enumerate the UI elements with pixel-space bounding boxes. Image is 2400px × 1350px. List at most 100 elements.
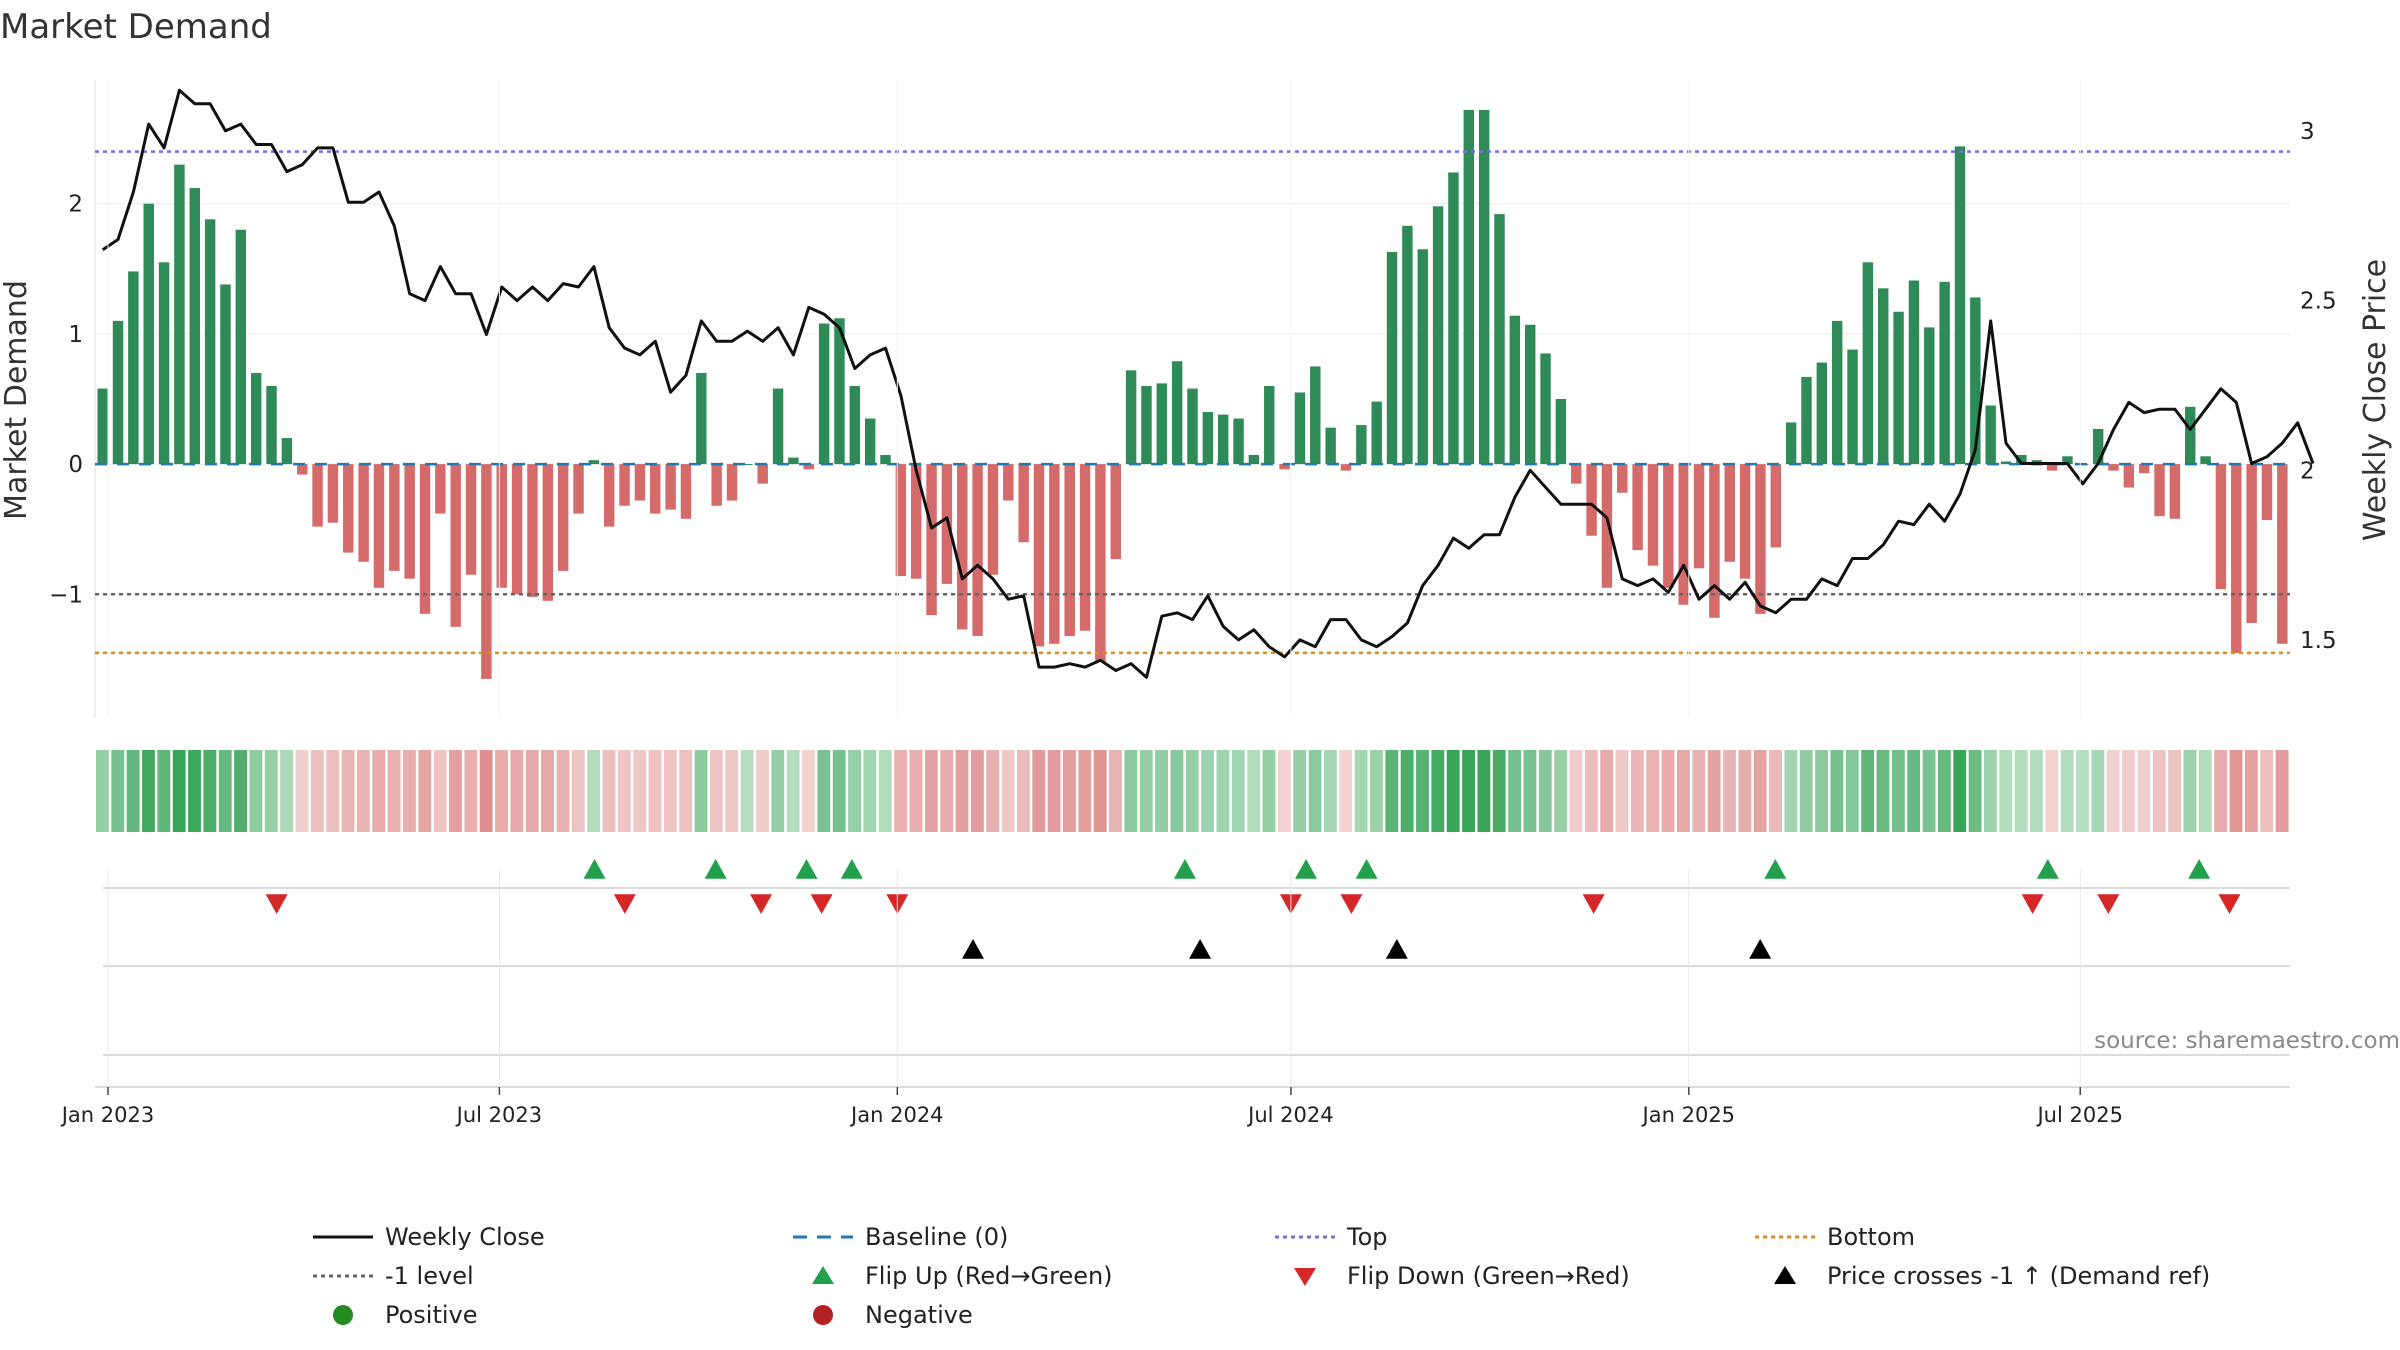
strip-cell <box>1093 750 1107 832</box>
demand-bar <box>1356 425 1367 465</box>
flip-up-marker <box>2036 859 2059 879</box>
flip-up-marker <box>1173 859 1196 879</box>
demand-bar <box>650 464 661 514</box>
strip-cell <box>786 750 800 832</box>
strip-cell <box>1677 750 1690 832</box>
demand-bar <box>1432 206 1444 465</box>
demand-bar <box>1494 214 1505 465</box>
strip-cell <box>1308 750 1322 832</box>
strip-cell <box>218 750 232 832</box>
demand-bar <box>2200 456 2211 465</box>
demand-bar <box>2277 464 2288 644</box>
demand-bar <box>1095 464 1106 663</box>
demand-bar <box>1125 370 1137 465</box>
strip-cell <box>1723 750 1736 832</box>
strip-cell <box>1124 750 1138 832</box>
demand-bar <box>143 203 154 465</box>
strip-cell <box>1799 750 1813 832</box>
strip-cell <box>602 750 616 832</box>
strip-cell <box>2060 750 2074 832</box>
x-tick-label: Jul 2024 <box>1246 1103 1333 1127</box>
strip-cell <box>1861 750 1875 832</box>
strip-cell <box>679 750 693 832</box>
flip-down-marker <box>2218 894 2241 914</box>
flip-down-marker <box>810 894 833 914</box>
demand-bar <box>772 388 784 465</box>
strip-cell <box>2014 750 2028 832</box>
demand-bar <box>2062 456 2073 465</box>
strip-cell <box>817 750 831 832</box>
demand-bar <box>2016 454 2027 465</box>
demand-bar <box>1601 464 1613 588</box>
demand-bar <box>1264 385 1275 465</box>
strip-cell <box>863 750 877 832</box>
strip-cell <box>1462 750 1475 832</box>
demand-bar <box>419 464 431 614</box>
demand-bar <box>465 464 477 575</box>
demand-bar <box>696 372 707 465</box>
strip-cell <box>541 750 554 832</box>
strip-cell <box>970 750 984 832</box>
strip-cell <box>1400 750 1414 832</box>
strip-cell <box>725 750 739 832</box>
x-tick-label: Jan 2023 <box>60 1103 155 1127</box>
strip-cell <box>96 750 109 832</box>
strip-cell <box>1262 750 1276 832</box>
strip-cell <box>1769 750 1782 832</box>
demand-bar <box>481 464 492 679</box>
strip-cell <box>894 750 908 832</box>
y-tick-label: 2 <box>68 192 83 218</box>
demand-bar <box>1924 327 1935 465</box>
strip-cell <box>940 750 954 832</box>
strip-cell <box>1231 750 1245 832</box>
demand-bar <box>1862 262 1874 465</box>
strip-cell <box>1047 750 1061 832</box>
demand-bar <box>220 284 231 465</box>
strip-cell <box>1707 750 1721 832</box>
strip-cell <box>924 750 938 832</box>
flip-up-marker <box>1295 859 1318 879</box>
strip-cell <box>756 750 769 832</box>
legend-swatch-triangle-down <box>1294 1268 1316 1286</box>
strip-cell <box>2244 750 2258 832</box>
flip-down-marker <box>265 894 288 914</box>
demand-bar <box>297 464 308 475</box>
strip-cell <box>2198 750 2212 832</box>
demand-bar <box>680 464 692 519</box>
strip-cell <box>1692 750 1706 832</box>
strip-cell <box>802 750 815 832</box>
legend-swatch-triangle-up <box>812 1266 834 1284</box>
demand-bar <box>864 418 876 465</box>
strip-cell <box>2122 750 2136 832</box>
strip-cell <box>2091 750 2105 832</box>
strip-cell <box>433 750 447 832</box>
demand-bar <box>174 164 185 465</box>
legend-label: Positive <box>385 1301 478 1329</box>
main-panel: −1 0 1 2 1.5 2 2.5 3 <box>49 80 2337 718</box>
demand-bar <box>1463 109 1475 465</box>
demand-bar <box>926 464 937 616</box>
strip-cell <box>1953 750 1967 832</box>
y2-axis-label: Weekly Close Price <box>2358 259 2393 541</box>
legend-label: Flip Down (Green→Red) <box>1347 1262 1630 1290</box>
flip-up-marker <box>1764 859 1787 879</box>
demand-bar <box>1064 464 1075 636</box>
strip-cell <box>2076 750 2089 832</box>
demand-bar <box>97 388 108 465</box>
strip-cell <box>1354 750 1368 832</box>
strip-cell <box>1001 750 1015 832</box>
demand-bar <box>404 464 415 579</box>
strip-cell <box>1630 750 1644 832</box>
demand-bar <box>542 464 554 601</box>
strip-cell <box>234 750 247 832</box>
demand-bar <box>619 464 630 506</box>
strip-cell <box>1891 750 1905 832</box>
x-tick-label: Jan 2024 <box>849 1103 944 1127</box>
strip-cell <box>310 750 324 832</box>
demand-bar <box>895 464 907 577</box>
demand-bar <box>1785 422 1797 465</box>
demand-bar <box>1003 464 1014 501</box>
strip-cell <box>264 750 278 832</box>
strip-cell <box>510 750 524 832</box>
flip-down-marker <box>2097 894 2120 914</box>
